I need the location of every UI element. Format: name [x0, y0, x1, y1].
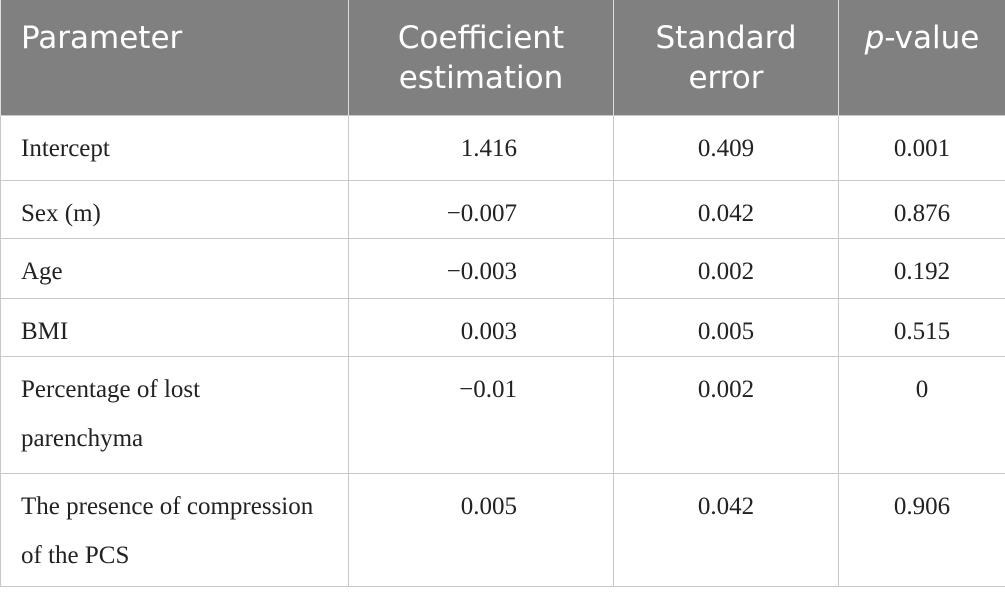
header-cell: p-value: [838, 0, 1005, 115]
value-cell: 0.005: [613, 297, 839, 357]
table-row: The presence of compression of the PCS 0.…: [0, 472, 1005, 587]
value-cell: 0.876: [838, 179, 1005, 239]
parameter-cell: Intercept: [0, 114, 349, 181]
value-cell: 0: [838, 355, 1005, 474]
value-cell: 0.042: [613, 472, 839, 587]
header-cell: Coefficient estimation: [348, 0, 614, 115]
value-cell: 0.001: [838, 114, 1005, 181]
header-row: Parameter Coefficient estimation Standar…: [0, 0, 1005, 115]
table-row: Age −0.003 0.002 0.192: [0, 237, 1005, 299]
table-body: Intercept 1.416 0.409 0.001 Sex (m) −0.007 0.0…: [0, 114, 1005, 587]
value-cell: 0.906: [838, 472, 1005, 587]
header-cell: Standard error: [613, 0, 839, 115]
header-italic: p: [864, 20, 885, 56]
table-row: Intercept 1.416 0.409 0.001: [0, 114, 1005, 181]
value-cell: 0.002: [613, 237, 839, 299]
table-row: BMI 0.003 0.005 0.515: [0, 297, 1005, 357]
parameter-cell: BMI: [0, 297, 349, 357]
table-header: Parameter Coefficient estimation Standar…: [0, 0, 1005, 115]
value-cell: 1.416: [348, 114, 614, 181]
value-cell: 0.409: [613, 114, 839, 181]
table-row: Sex (m) −0.007 0.042 0.876: [0, 179, 1005, 239]
value-cell: −0.007: [348, 179, 614, 239]
value-cell: −0.01: [348, 355, 614, 474]
value-cell: 0.515: [838, 297, 1005, 357]
table-row: Percentage of lost parenchyma −0.01 0.002 0: [0, 355, 1005, 474]
parameter-cell: Age: [0, 237, 349, 299]
value-cell: 0.005: [348, 472, 614, 587]
header-cell: Parameter: [0, 0, 349, 115]
parameter-cell: The presence of compression of the PCS: [0, 472, 349, 587]
value-cell: 0.003: [348, 297, 614, 357]
value-cell: 0.042: [613, 179, 839, 239]
value-cell: 0.002: [613, 355, 839, 474]
parameter-cell: Percentage of lost parenchyma: [0, 355, 349, 474]
value-cell: 0.192: [838, 237, 1005, 299]
value-cell: −0.003: [348, 237, 614, 299]
header-text: -value: [884, 20, 980, 56]
results-table: Parameter Coefficient estimation Standar…: [0, 0, 1005, 587]
parameter-cell: Sex (m): [0, 179, 349, 239]
